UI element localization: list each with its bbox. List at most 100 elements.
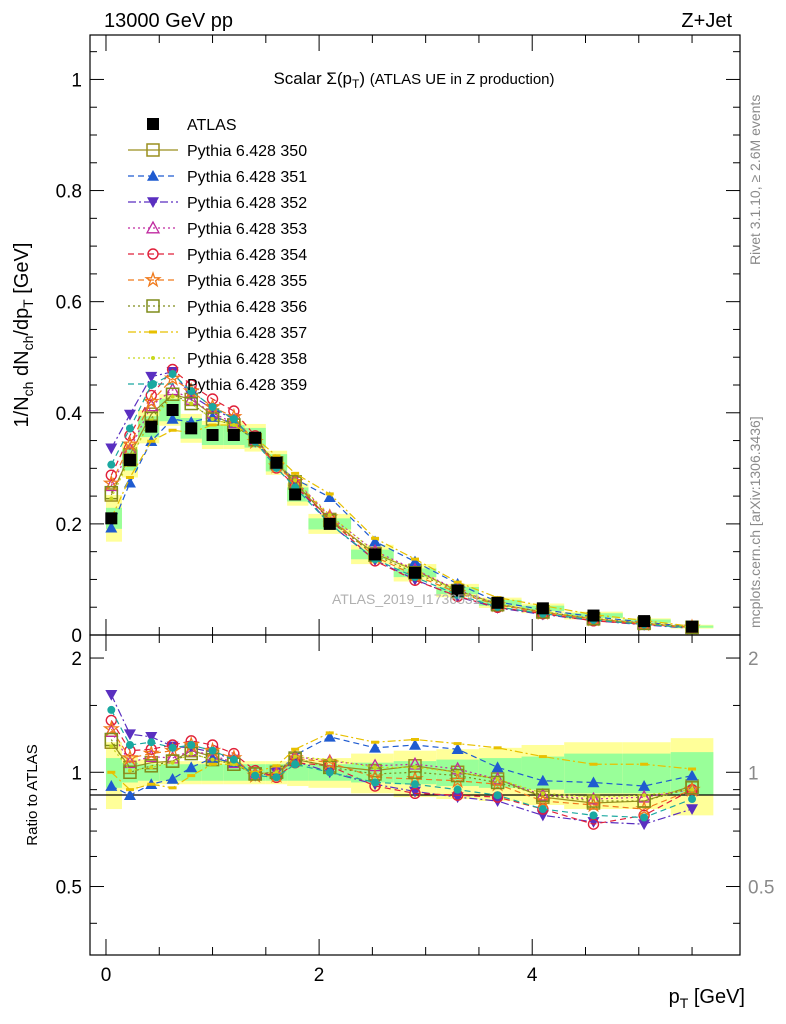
legend-351-label: Pythia 6.428 351 (187, 169, 307, 186)
series-359-ratio-point (208, 746, 217, 755)
ratio-band-inner (201, 764, 224, 781)
series-351-point (166, 413, 179, 424)
series-357-point (371, 536, 380, 540)
series-351-point (206, 411, 219, 422)
atlas-point (451, 584, 464, 597)
series-355-ratio-point (534, 791, 552, 809)
series-357-point (168, 428, 177, 432)
legend-atlas-label: ATLAS (187, 117, 237, 134)
series-351-ratio-point (587, 776, 600, 788)
series-358-point (109, 496, 114, 501)
series-357-ratio-point (168, 786, 177, 790)
series-359-ratio-point (229, 755, 238, 764)
series-357-ratio-point (538, 755, 547, 759)
series-357-ratio-point (325, 731, 334, 735)
series-355-ratio-point (683, 780, 701, 798)
legend-359-marker (149, 380, 157, 388)
y-tick-label: 0.6 (56, 293, 82, 314)
series-356-ratio-point (123, 765, 137, 780)
ratio-y-tick-label: 2 (71, 649, 82, 670)
series-359-ratio-point (291, 760, 300, 769)
series-357-ratio-point (208, 762, 217, 766)
series-358-ratio-point (413, 765, 417, 770)
series-352-ratio-point (145, 732, 158, 743)
series-357-ratio-point (688, 767, 697, 771)
atlas-point (105, 512, 118, 525)
series-358-ratio-point (293, 754, 298, 759)
series-359-ratio-point (493, 791, 502, 800)
series-358-ratio-point (109, 744, 114, 749)
atlas-point (206, 429, 219, 441)
series-355-ratio-point (449, 771, 467, 789)
process-label: Z+Jet (681, 10, 732, 32)
series-359-ratio-point (371, 778, 380, 787)
ratio-frame (89, 634, 741, 956)
series-358-ratio-point (455, 770, 460, 775)
legend-352-label: Pythia 6.428 352 (187, 195, 307, 212)
series-357-point (291, 471, 300, 475)
series-357-ratio-point (187, 774, 196, 778)
series-358-ratio-point (373, 765, 378, 770)
ratio-series-group (102, 690, 701, 831)
atlas-point (323, 517, 336, 530)
atlas-point (289, 488, 302, 501)
series-351-ratio-point (638, 780, 651, 791)
legend-351-marker (147, 170, 159, 181)
atlas-point (270, 456, 283, 469)
series-351-ratio-point (185, 761, 198, 773)
atlas-point (369, 548, 382, 561)
series-359-point (208, 403, 217, 411)
series-357-ratio-point (411, 738, 419, 742)
ratio-y-tick-label: 0.5 (56, 878, 82, 899)
atlas-point (491, 596, 504, 609)
series-357-point (453, 580, 462, 584)
legend-356-marker (146, 299, 160, 313)
series-352-point (123, 409, 136, 421)
legend-354-label: Pythia 6.428 354 (187, 247, 307, 264)
ratio-panel: 0 2 4 0.5 0.5 1 1 2 2 (56, 634, 774, 986)
atlas-point (123, 454, 136, 466)
atlas-point (686, 620, 699, 633)
series-357-point (208, 423, 217, 427)
series-359-ratio-point (538, 805, 547, 814)
series-358-ratio-point (540, 791, 545, 796)
series-359-ratio-point (640, 813, 649, 822)
series-352-point (145, 371, 158, 383)
series-351-ratio-point (105, 780, 118, 791)
series-358-point (210, 417, 215, 421)
series-357-ratio-point (125, 788, 134, 792)
atlas-point (166, 404, 179, 416)
series-359-point (187, 387, 196, 396)
series-351-point (323, 491, 336, 503)
atlas-point (536, 602, 549, 615)
legend-352-marker (147, 197, 159, 208)
series-357-ratio-point (147, 782, 156, 786)
analysis-watermark: ATLAS_2019_I1736531 (332, 591, 481, 607)
x-tick-label: 4 (527, 965, 538, 986)
series-355-ratio-point (142, 744, 160, 762)
series-357-ratio-point (107, 770, 116, 774)
series-357-ratio-point (371, 740, 380, 744)
legend-356-label: Pythia 6.428 356 (187, 299, 307, 316)
series-358-point (189, 401, 194, 406)
series-351-ratio-point (166, 773, 179, 784)
series-358-ratio-point (170, 760, 175, 765)
ratio-band-inner (564, 753, 623, 794)
series-359-ratio-point (453, 785, 462, 794)
y-tick-label: 0.2 (56, 515, 82, 536)
series-356-ratio-point (536, 788, 550, 802)
series-359-ratio-point (589, 811, 598, 820)
legend-353-marker (145, 220, 161, 234)
series-358-ratio-point (210, 757, 215, 762)
series-357-ratio-point (589, 762, 598, 766)
series-359-ratio-point (107, 705, 116, 714)
series-357-point (125, 476, 134, 479)
rivet-version-label: Rivet 3.1.10, ≥ 2.6M events (747, 95, 763, 265)
series-355-ratio-point (321, 753, 339, 770)
series-355-point (163, 369, 182, 386)
series-356-ratio-point (586, 794, 601, 808)
legend-atlas-marker (147, 118, 159, 130)
series-355-ratio-point (163, 741, 182, 758)
series-359-ratio-point (168, 743, 177, 752)
series-359-point (168, 370, 177, 378)
